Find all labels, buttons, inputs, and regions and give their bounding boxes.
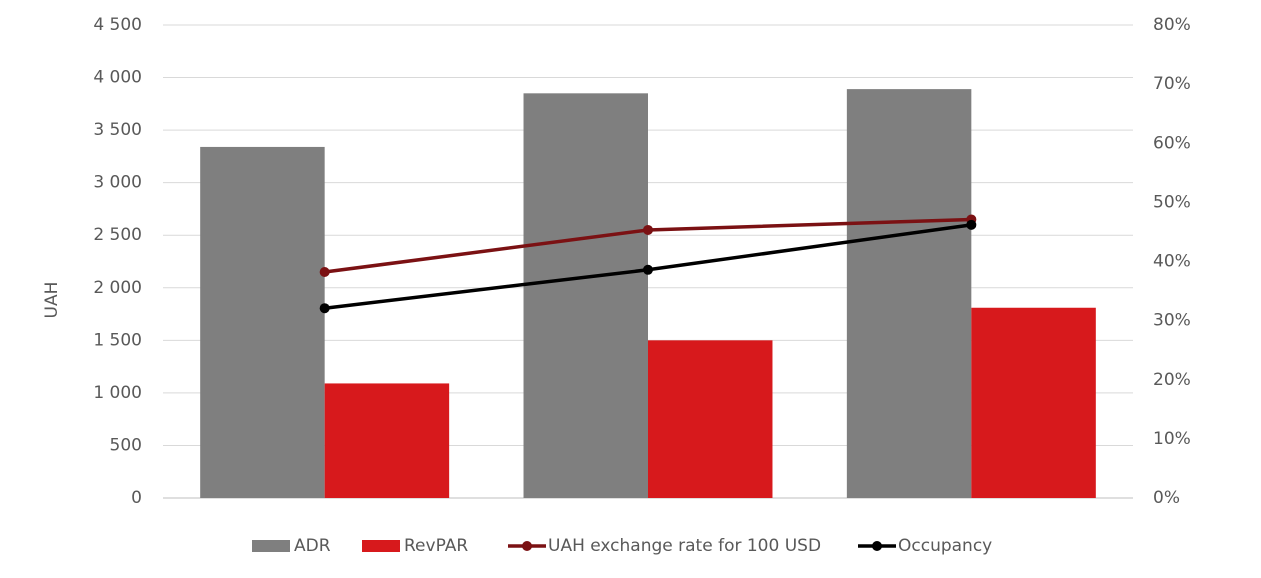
y-axis-label: UAH bbox=[42, 282, 62, 319]
bar bbox=[971, 307, 1096, 498]
legend-label: ADR bbox=[294, 536, 331, 556]
bar bbox=[648, 340, 773, 498]
legend-label: Occupancy bbox=[898, 536, 992, 556]
line-point bbox=[643, 264, 653, 275]
legend-swatch bbox=[252, 540, 290, 552]
line-point bbox=[643, 224, 653, 235]
y-tick-label: 4 000 bbox=[93, 68, 142, 88]
y-tick-label: 500 bbox=[110, 435, 142, 455]
y2-tick-label: 70% bbox=[1153, 74, 1191, 94]
y2-tick-label: 80% bbox=[1153, 15, 1191, 35]
y-tick-label: 0 bbox=[131, 488, 142, 508]
y-tick-label: 3 500 bbox=[93, 120, 142, 140]
y2-tick-label: 50% bbox=[1153, 192, 1191, 212]
y-tick-label: 1 000 bbox=[93, 383, 142, 403]
y-tick-label: 2 500 bbox=[93, 225, 142, 245]
y-tick-label: 4 500 bbox=[93, 15, 142, 35]
y2-tick-label: 20% bbox=[1153, 370, 1191, 390]
legend-swatch bbox=[362, 540, 400, 552]
y2-tick-label: 0% bbox=[1153, 488, 1180, 508]
y-tick-label: 1 500 bbox=[93, 330, 142, 350]
y2-tick-label: 30% bbox=[1153, 311, 1191, 331]
y2-tick-label: 40% bbox=[1153, 252, 1191, 272]
bar bbox=[523, 93, 648, 499]
line-point bbox=[319, 303, 330, 314]
legend-label: UAH exchange rate for 100 USD bbox=[548, 536, 821, 556]
y-tick-label: 2 000 bbox=[93, 278, 142, 298]
y-tick-label: 3 000 bbox=[93, 173, 142, 193]
bar bbox=[324, 383, 450, 498]
bar bbox=[200, 146, 325, 498]
line-point bbox=[319, 267, 330, 278]
legend-swatch bbox=[522, 541, 532, 551]
line-point bbox=[966, 219, 977, 230]
legend-label: RevPAR bbox=[404, 536, 468, 556]
bar bbox=[846, 89, 972, 499]
y2-tick-label: 60% bbox=[1153, 133, 1191, 153]
legend-swatch bbox=[872, 541, 882, 551]
y2-tick-label: 10% bbox=[1153, 429, 1191, 449]
